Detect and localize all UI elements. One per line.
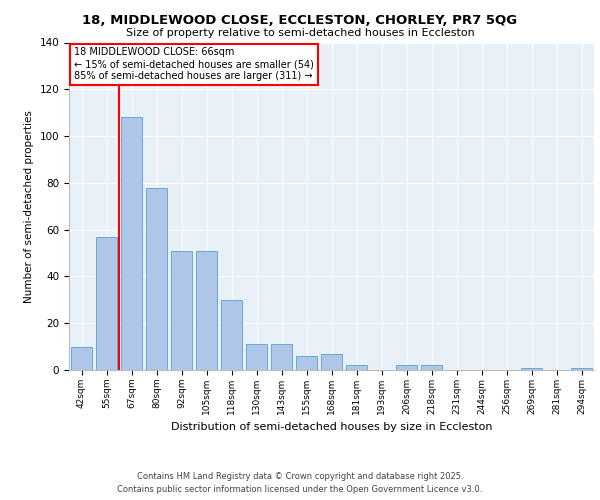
Bar [221,300,242,370]
Text: 18, MIDDLEWOOD CLOSE, ECCLESTON, CHORLEY, PR7 5QG: 18, MIDDLEWOOD CLOSE, ECCLESTON, CHORLEY… [82,14,518,27]
Bar [296,356,317,370]
Bar [171,250,192,370]
Bar [121,118,142,370]
Text: 18 MIDDLEWOOD CLOSE: 66sqm
← 15% of semi-detached houses are smaller (54)
85% of: 18 MIDDLEWOOD CLOSE: 66sqm ← 15% of semi… [74,48,314,80]
X-axis label: Distribution of semi-detached houses by size in Eccleston: Distribution of semi-detached houses by … [171,422,492,432]
Bar [146,188,167,370]
Bar [71,346,92,370]
Text: Size of property relative to semi-detached houses in Eccleston: Size of property relative to semi-detach… [125,28,475,38]
Bar [521,368,542,370]
Bar [346,366,367,370]
Text: Contains HM Land Registry data © Crown copyright and database right 2025.
Contai: Contains HM Land Registry data © Crown c… [118,472,482,494]
Bar [271,344,292,370]
Bar [396,366,417,370]
Bar [421,366,442,370]
Bar [196,250,217,370]
Bar [571,368,592,370]
Bar [96,236,117,370]
Y-axis label: Number of semi-detached properties: Number of semi-detached properties [24,110,34,302]
Bar [321,354,342,370]
Bar [246,344,267,370]
